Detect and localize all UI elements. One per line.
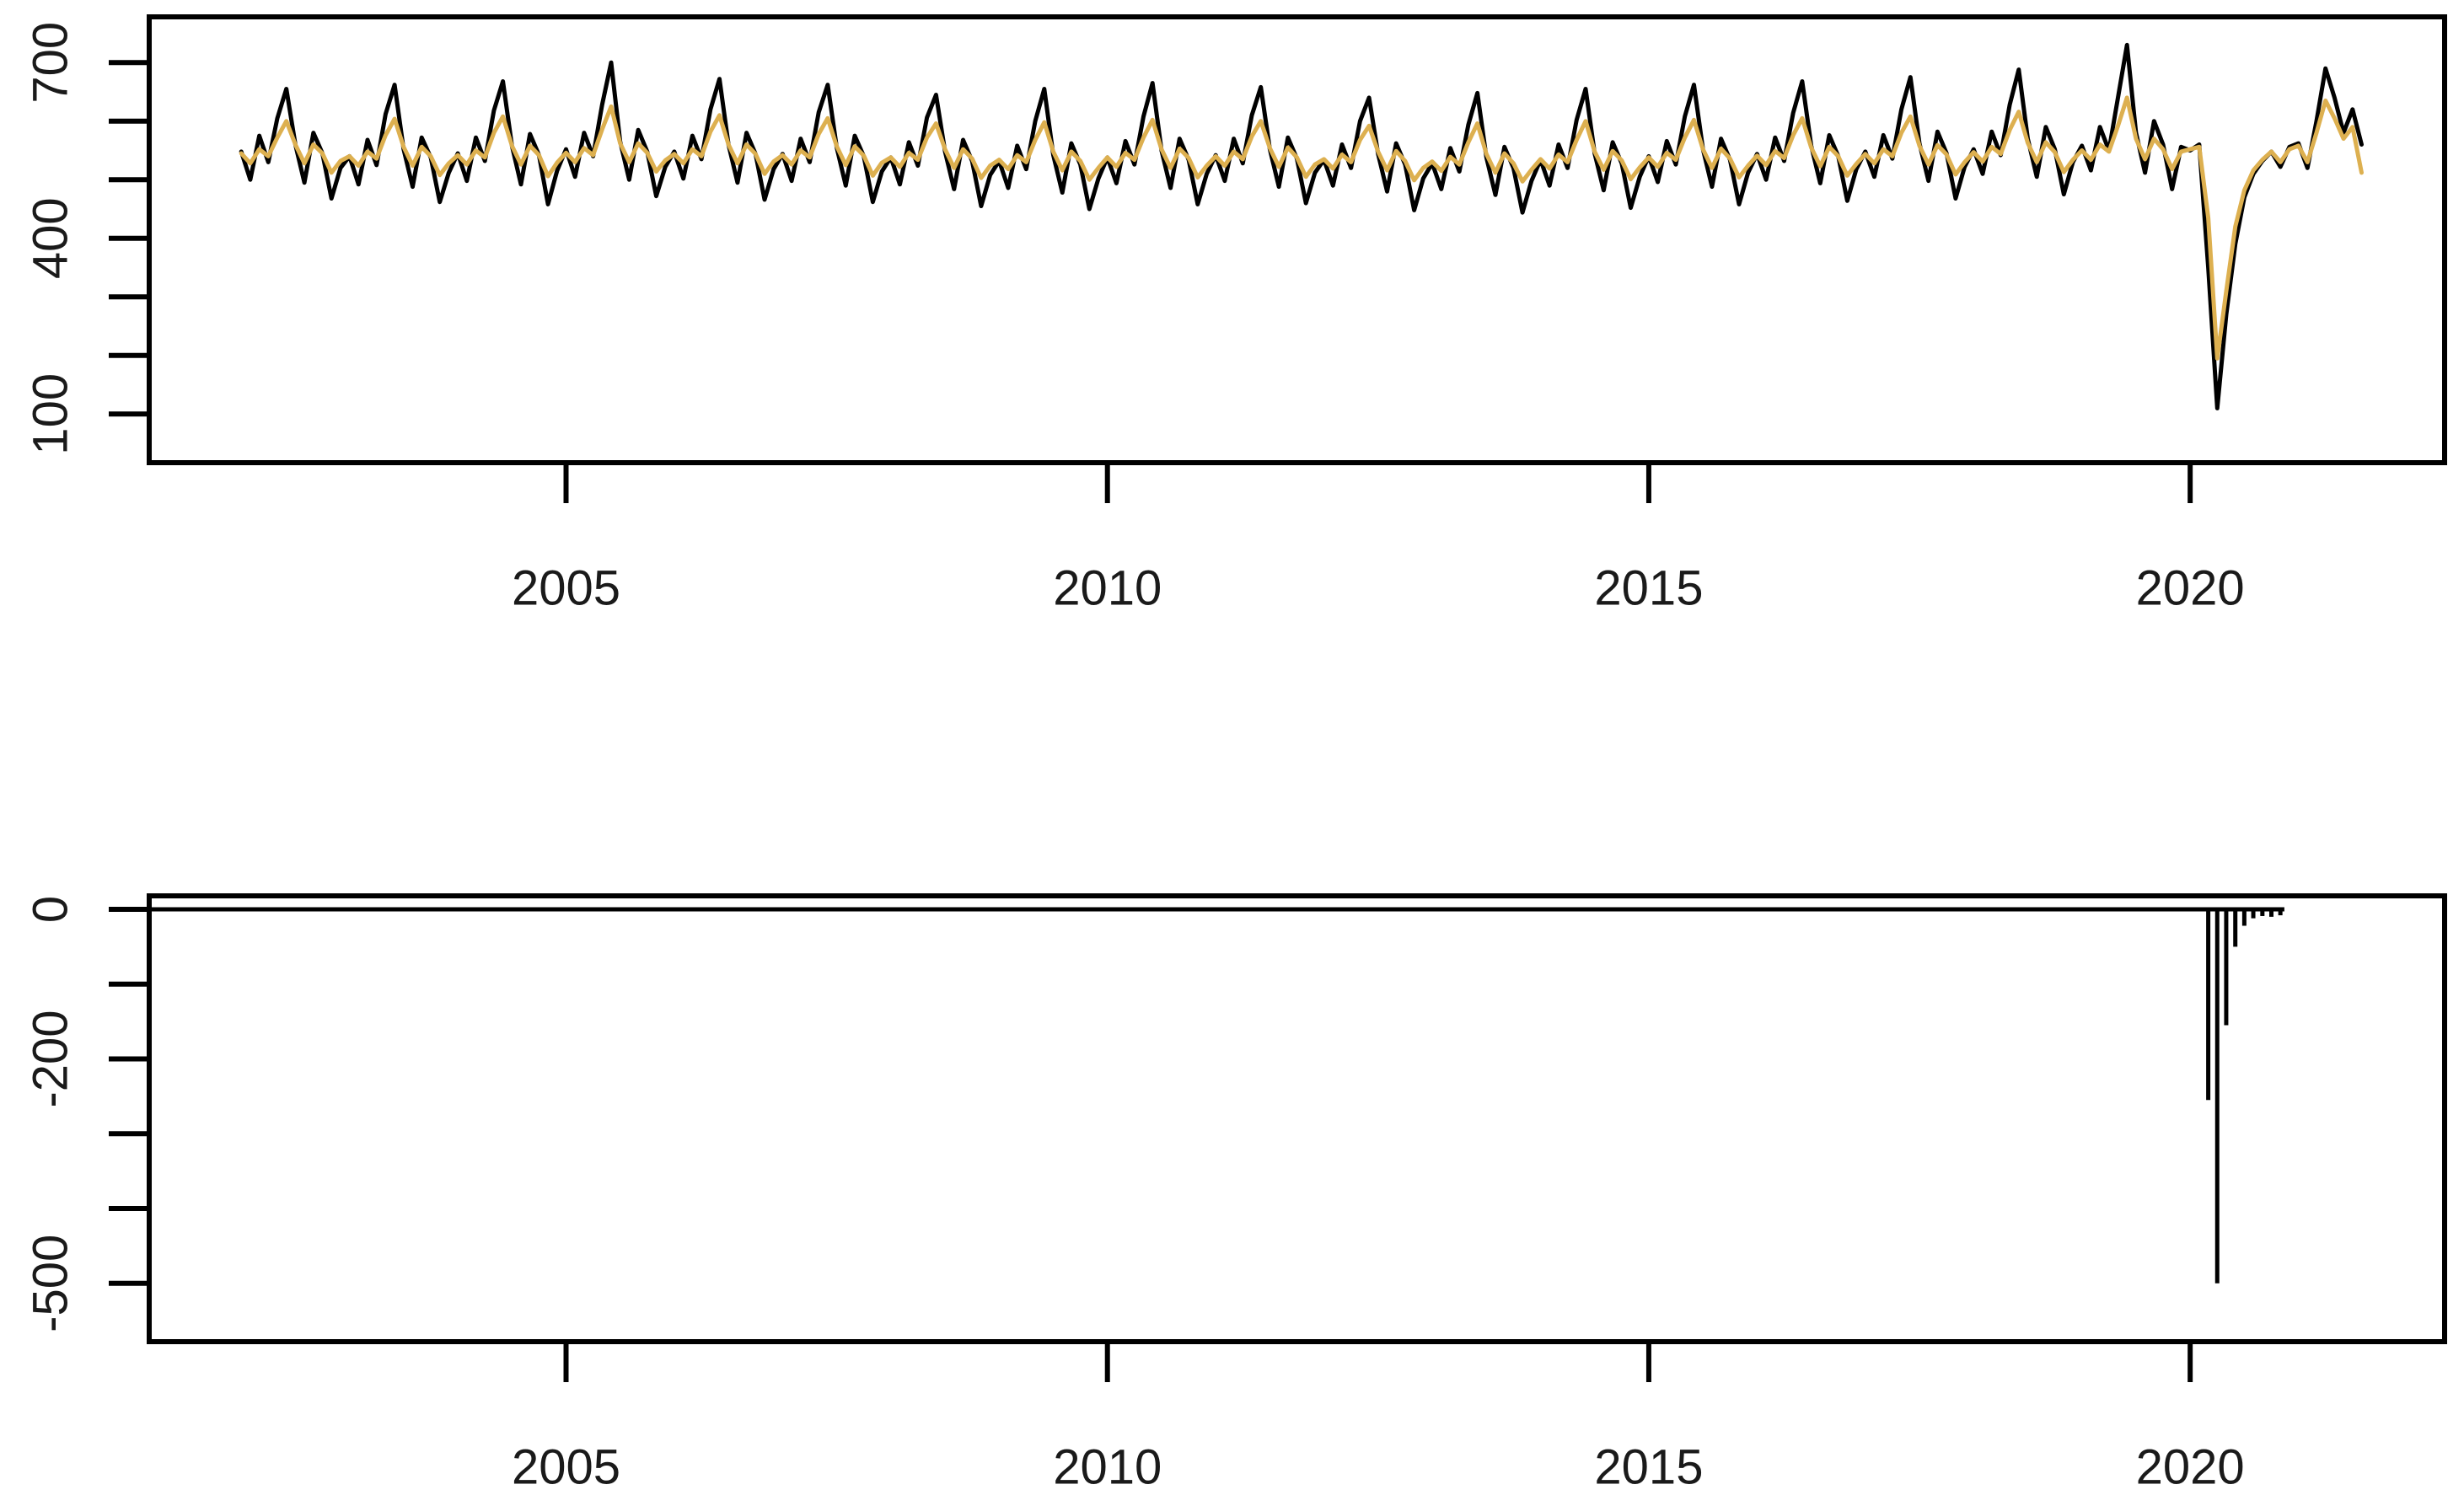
fitted-series-line [239, 95, 2364, 361]
x-tick-label: 2005 [512, 560, 620, 615]
x-tick-label: 2010 [1053, 1439, 1162, 1494]
observed-series-line [239, 42, 2364, 410]
y-tick-label: -200 [23, 1010, 78, 1107]
y-tick-label: 400 [23, 197, 78, 279]
y-tick-label: -500 [23, 1235, 78, 1332]
observed-vs-fitted-panel: 100 400 700 2005 2010 2015 2020 [23, 14, 2447, 615]
plot-box [147, 893, 2447, 1344]
x-tick-label: 2015 [1594, 1439, 1703, 1494]
x-tick-label: 2020 [2136, 1439, 2245, 1494]
x-tick-label: 2010 [1053, 560, 1162, 615]
difference-panel: 0 -200 -500 2005 2010 2015 2020 [23, 893, 2447, 1494]
x-tick-label: 2005 [512, 1439, 620, 1494]
x-tick-label: 2020 [2136, 560, 2245, 615]
y-tick-label: 700 [23, 22, 78, 104]
plot-box [147, 14, 2447, 465]
y-tick-label: 100 [23, 373, 78, 455]
y-tick-label: 0 [23, 896, 78, 923]
x-tick-label: 2015 [1594, 560, 1703, 615]
